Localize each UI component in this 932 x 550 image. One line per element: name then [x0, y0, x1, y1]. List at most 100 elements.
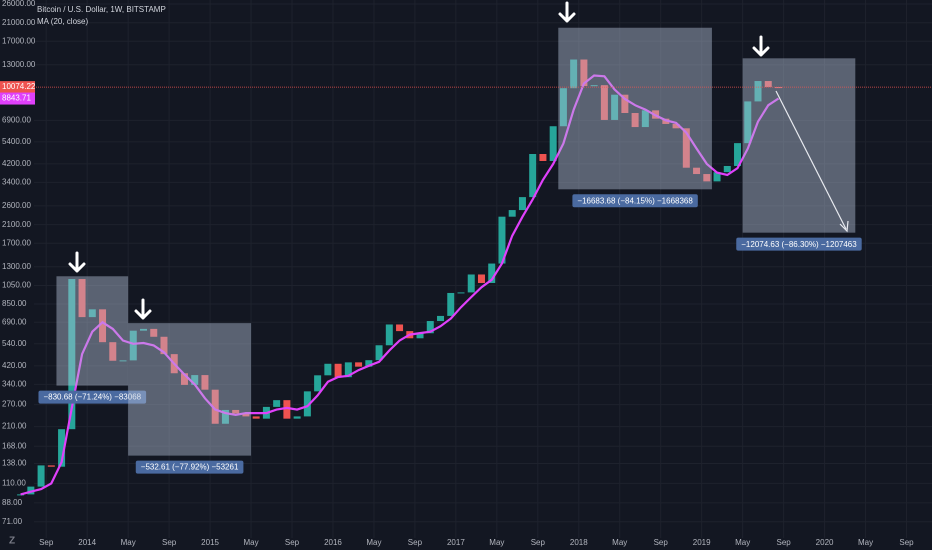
- label-background: [736, 237, 862, 251]
- x-tick-label: 2018: [570, 538, 588, 547]
- trend-arrow: [775, 90, 849, 233]
- candle: [293, 416, 301, 419]
- candle: [201, 375, 209, 390]
- candle: [508, 210, 516, 217]
- candle: [385, 324, 393, 346]
- plot: [17, 59, 782, 496]
- candle: [58, 429, 66, 467]
- candle: [682, 128, 690, 168]
- candle: [457, 292, 465, 294]
- candle: [600, 85, 608, 120]
- drawdown-box: [742, 58, 856, 233]
- candle: [672, 123, 680, 129]
- y-tick-label: 88.00: [2, 498, 23, 507]
- arrow: [752, 35, 770, 57]
- axes: Sep 2014 May Sep 2015 May Sep 2016 May Sep 2017 May…: [0, 0, 914, 547]
- legend-entry: Bitcoin / U.S. Dollar, 1W, BITSTAMP: [37, 5, 166, 14]
- arrow: [558, 1, 576, 23]
- candle: [631, 113, 639, 128]
- candle: [324, 363, 332, 376]
- candle: [754, 81, 762, 102]
- y-tick-label: 17000.00: [2, 36, 36, 45]
- y-tick-label: 6900.00: [2, 115, 31, 124]
- candle: [611, 94, 619, 120]
- arrow: [68, 251, 86, 273]
- candle: [621, 94, 629, 114]
- y-tick-label: 540.00: [2, 339, 27, 348]
- candle: [211, 389, 219, 424]
- trend-arrow-head: [839, 220, 849, 233]
- label-background: [38, 390, 147, 404]
- arrow: [134, 298, 152, 320]
- candle: [723, 165, 731, 173]
- candle: [242, 413, 250, 417]
- x-tick-label: Sep: [776, 538, 791, 547]
- x-tick-label: 2014: [78, 538, 96, 547]
- logo: Z: [9, 536, 15, 547]
- candle: [498, 216, 506, 264]
- candle: [37, 465, 45, 487]
- y-tick-label: 168.00: [2, 441, 27, 450]
- x-tick-label: 2016: [324, 538, 342, 547]
- candle: [150, 328, 158, 337]
- y-tick-label: 110.00: [2, 478, 26, 487]
- candle: [539, 153, 547, 161]
- candle: [416, 333, 424, 339]
- y-tick-label: 850.00: [2, 299, 27, 308]
- x-tick-label: Sep: [899, 538, 914, 547]
- x-tick-label: 2017: [447, 538, 465, 547]
- annotations: −830.68 (−71.24%) −83068 −532.61 (−77.92%…: [34, 27, 932, 474]
- y-tick-label: 2100.00: [2, 220, 31, 229]
- y-tick-label: 1050.00: [2, 281, 31, 290]
- candle: [129, 330, 137, 361]
- candle: [437, 315, 445, 322]
- candle: [396, 324, 404, 332]
- y-tick-label: 1700.00: [2, 238, 31, 247]
- candle: [426, 321, 434, 334]
- y-tick-label: 2600.00: [2, 201, 31, 210]
- y-tick-label: 21000.00: [2, 18, 36, 27]
- candle: [734, 143, 742, 166]
- candle: [232, 409, 240, 414]
- x-tick-label: May: [366, 538, 381, 547]
- candle: [355, 362, 363, 367]
- candle: [252, 416, 260, 419]
- candle: [590, 85, 598, 87]
- candle: [477, 274, 485, 283]
- candle: [303, 391, 311, 417]
- candle: [744, 101, 752, 144]
- x-tick-label: Sep: [39, 538, 54, 547]
- drawdown-label: −830.68 (−71.24%) −83068: [43, 393, 141, 402]
- trend-line: [775, 90, 847, 230]
- logo-mark: Z: [9, 536, 15, 547]
- candle: [191, 375, 199, 385]
- y-tick-label: 138.00: [2, 459, 27, 468]
- candle: [774, 87, 782, 89]
- x-tick-label: May: [489, 538, 504, 547]
- drawdown-label: −532.61 (−77.92%) −53261: [141, 463, 239, 472]
- candle: [119, 360, 127, 362]
- candle: [109, 342, 117, 361]
- candle: [559, 88, 567, 127]
- candle: [180, 373, 188, 385]
- y-tick-label: 5400.00: [2, 137, 31, 146]
- candle: [88, 309, 96, 318]
- drawdown-box: [558, 27, 712, 190]
- candle: [221, 409, 229, 424]
- y-tick-label: 690.00: [2, 317, 27, 326]
- label-background: [135, 460, 244, 474]
- arrows: [68, 1, 770, 320]
- candle: [518, 197, 526, 211]
- y-tick-label: 4200.00: [2, 159, 31, 168]
- grid: [34, 0, 932, 538]
- candle: [140, 328, 148, 331]
- candle: [467, 274, 475, 293]
- candle: [365, 360, 373, 367]
- candle: [447, 292, 455, 316]
- x-tick-label: Sep: [162, 538, 177, 547]
- candle: [27, 486, 35, 495]
- candle: [703, 174, 711, 182]
- candle: [334, 363, 342, 378]
